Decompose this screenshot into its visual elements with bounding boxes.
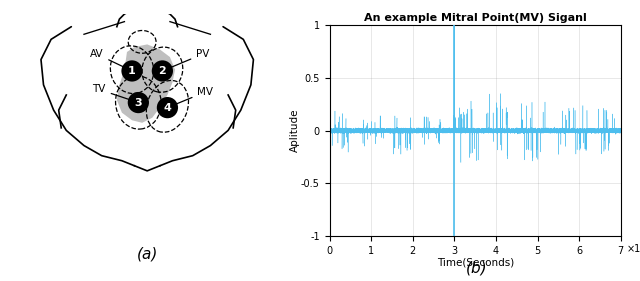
- Polygon shape: [117, 44, 175, 123]
- Text: 4: 4: [163, 103, 172, 113]
- Text: (a): (a): [136, 247, 158, 262]
- Text: ×10⁴: ×10⁴: [627, 244, 640, 254]
- Text: TV: TV: [92, 85, 134, 102]
- X-axis label: Time(Seconds): Time(Seconds): [436, 257, 514, 267]
- Text: 2: 2: [159, 66, 166, 76]
- Text: 3: 3: [134, 98, 142, 108]
- Text: 1: 1: [128, 66, 136, 76]
- Circle shape: [128, 92, 149, 113]
- Circle shape: [157, 97, 178, 118]
- Text: MV: MV: [172, 87, 213, 106]
- Text: (b): (b): [466, 260, 488, 275]
- Title: An example Mitral Point(MV) Siganl: An example Mitral Point(MV) Siganl: [364, 13, 587, 23]
- Text: AV: AV: [90, 49, 128, 69]
- Circle shape: [122, 60, 143, 81]
- Circle shape: [152, 60, 173, 81]
- Y-axis label: Aplitude: Aplitude: [290, 109, 300, 152]
- Text: PV: PV: [166, 49, 209, 70]
